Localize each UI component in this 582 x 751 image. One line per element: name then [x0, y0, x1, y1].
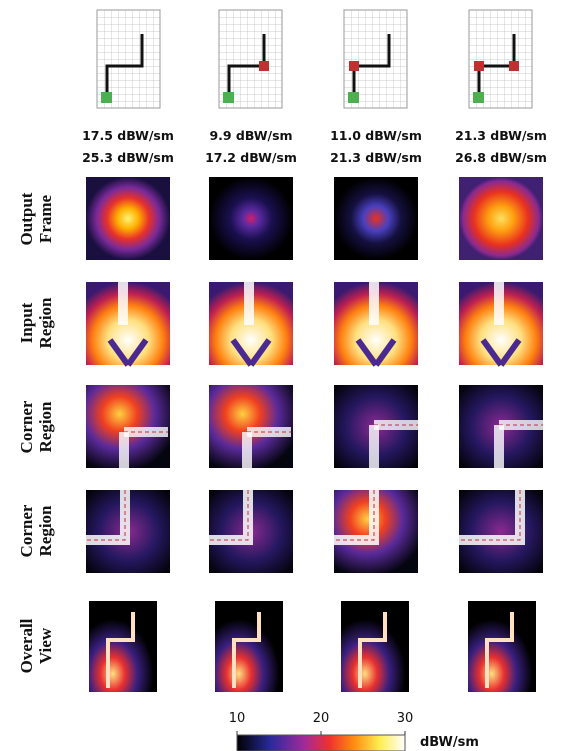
column-power-top: 11.0 dBW/sm — [330, 128, 422, 143]
colorbar-tick-label: 20 — [313, 711, 330, 726]
column-power-bottom: 25.3 dBW/sm — [82, 150, 174, 165]
column-power-bottom: 17.2 dBW/sm — [205, 150, 297, 165]
heatmap — [334, 177, 418, 260]
row-label: Corner — [17, 400, 36, 453]
row-label: Input — [17, 302, 36, 343]
figure: dBW/sm 17.5 dBW/sm 25.3 dBW/sm 9.9 dBW/sm 1… — [0, 0, 582, 751]
row-label: Overall — [17, 618, 36, 673]
row-label: Region — [36, 401, 55, 453]
heatmaps — [86, 177, 543, 692]
input-maps — [86, 282, 543, 365]
heatmap — [459, 177, 543, 260]
column-power-bottom: 26.8 dBW/sm — [455, 150, 547, 165]
column-power-top: 17.5 dBW/sm — [82, 128, 174, 143]
column-power-top: 9.9 dBW/sm — [209, 128, 292, 143]
overall-maps — [89, 601, 536, 692]
row-label: Region — [36, 297, 55, 349]
column-power-top: 21.3 dBW/sm — [455, 128, 547, 143]
layout-diagram — [97, 10, 160, 108]
heatmap — [86, 177, 170, 260]
row-label: View — [36, 627, 55, 664]
row-label: Region — [36, 505, 55, 557]
layouts — [97, 10, 532, 108]
colorbar-tick-label: 30 — [397, 711, 414, 726]
corner-maps — [86, 385, 543, 573]
colorbar-tick-label: 10 — [229, 711, 246, 726]
layout-diagram — [219, 10, 282, 108]
layout-diagram — [344, 10, 407, 108]
column-power-bottom: 21.3 dBW/sm — [330, 150, 422, 165]
row-label: Corner — [17, 504, 36, 557]
colorbar-unit: dBW/sm — [420, 735, 479, 750]
colorbar — [237, 735, 405, 751]
row-label: Output — [17, 192, 36, 245]
row-label: Frame — [36, 194, 55, 243]
heatmap — [209, 177, 293, 260]
layout-diagram — [469, 10, 532, 108]
